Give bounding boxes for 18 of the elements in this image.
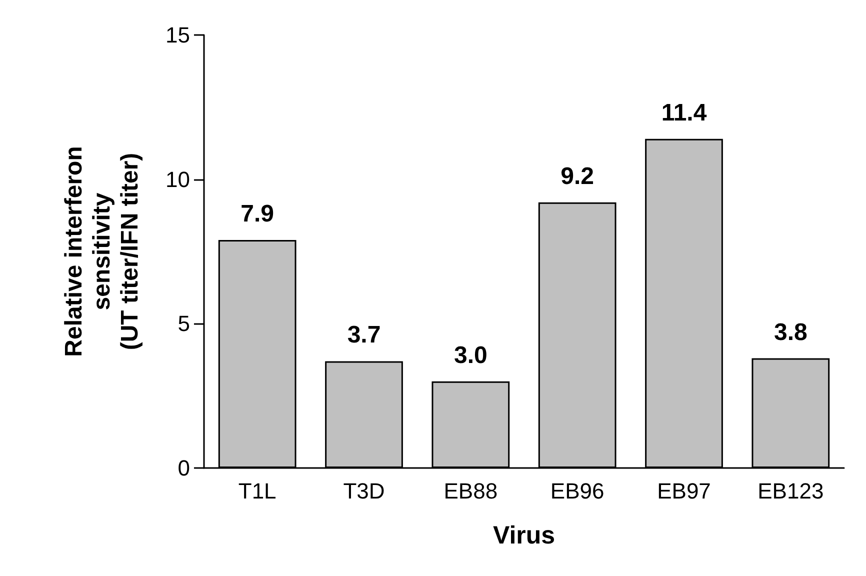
data-label: 11.4 — [661, 99, 708, 126]
x-tick-label: EB123 — [758, 478, 824, 504]
y-tick-label: 0 — [178, 456, 190, 480]
x-tick-label: EB88 — [444, 478, 498, 504]
y-axis-title: Relative interferon sensitivity (UT titer/IFN titer) — [60, 146, 144, 357]
x-axis-title: Virus — [492, 522, 556, 550]
y-tick-label: 5 — [178, 311, 190, 336]
y-tick-label: 15 — [166, 22, 190, 48]
data-label: 9.2 — [560, 162, 594, 190]
data-label: 3.7 — [347, 322, 381, 349]
data-label: 3.8 — [774, 318, 808, 346]
y-tick-label: 10 — [166, 166, 190, 192]
data-label: 7.9 — [240, 200, 274, 228]
x-tick-label: T3D — [343, 478, 385, 504]
x-tick-label: EB97 — [657, 478, 711, 504]
data-label: 3.0 — [454, 342, 488, 369]
x-tick-label: EB96 — [550, 478, 604, 504]
x-tick-label: T1L — [238, 478, 276, 504]
